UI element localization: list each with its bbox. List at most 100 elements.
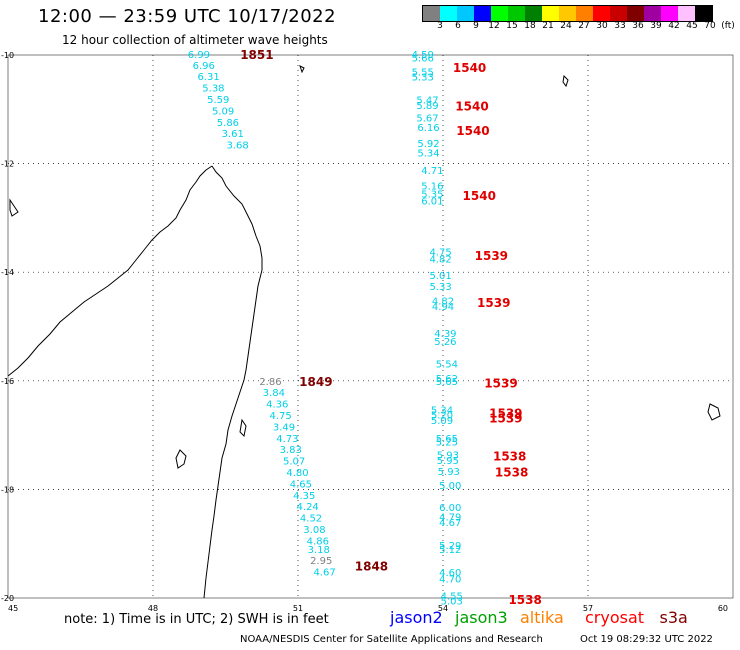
colorbar-swatch xyxy=(576,6,593,21)
colorbar-tick-label: 39 xyxy=(650,21,662,31)
colorbar-tick-label: 27 xyxy=(578,21,590,31)
wave-height-label: 5.09 xyxy=(431,416,453,427)
wave-height-label: 3.61 xyxy=(222,129,244,140)
wave-height-label: 5.66 xyxy=(412,54,434,65)
pass-time-label: 1539 xyxy=(484,376,517,390)
pass-time-label: 1540 xyxy=(453,61,486,75)
wave-height-label: 3.84 xyxy=(263,388,285,399)
colorbar-tick-label: 33 xyxy=(614,21,626,31)
colorbar-swatch xyxy=(695,6,712,21)
wave-height-label: 5.34 xyxy=(431,406,453,417)
wave-height-label: 5.34 xyxy=(417,149,439,160)
wave-height-label: 4.82 xyxy=(432,296,454,307)
wave-height-label: 4.75 xyxy=(429,248,451,259)
pass-time-label: 1539 xyxy=(477,296,510,310)
colorbar-swatch xyxy=(440,6,457,21)
colorbar-tick-label: 3 xyxy=(437,21,443,31)
pass-time-label: 1538 xyxy=(508,593,541,607)
pass-time-label: 1848 xyxy=(355,559,388,573)
wave-height-label: 4.24 xyxy=(297,502,319,513)
colorbar-tick-label: 36 xyxy=(632,21,644,31)
colorbar-tick-label: 15 xyxy=(506,21,518,31)
colorbar-tick-label: 42 xyxy=(668,21,680,31)
colorbar-tick-label: 12 xyxy=(488,21,500,31)
pass-time-label: 1538 xyxy=(493,450,526,464)
wave-height-label: 4.71 xyxy=(421,166,443,177)
wave-height-label: 4.73 xyxy=(276,434,298,445)
wave-height-label: 5.35 xyxy=(421,189,443,200)
wave-height-label: 6.96 xyxy=(193,61,215,72)
lat-tick-label: -10 xyxy=(1,51,14,60)
map-subtitle: 12 hour collection of altimeter wave hei… xyxy=(62,33,328,47)
wave-height-label: 3.18 xyxy=(308,545,330,556)
colorbar-swatch xyxy=(610,6,627,21)
colorbar-swatch xyxy=(525,6,542,21)
wave-height-label: 5.33 xyxy=(412,73,434,84)
wave-height-label: 5.01 xyxy=(429,271,451,282)
wave-height-label: 3.68 xyxy=(226,141,248,152)
wave-height-label: 4.75 xyxy=(269,411,291,422)
colorbar-tick-label: (ft) xyxy=(721,21,735,31)
wave-height-label: 3.49 xyxy=(273,422,295,433)
wave-height-label: 6.99 xyxy=(188,50,210,61)
colorbar-swatch xyxy=(474,6,491,21)
agalega-islet xyxy=(299,65,305,74)
track-value-labels: 6.996.966.315.385.595.095.863.613.682.86… xyxy=(188,50,463,608)
credit-line: NOAA/NESDIS Center for Satellite Applica… xyxy=(240,634,543,645)
pass-time-label: 1540 xyxy=(455,99,488,113)
wave-height-label: 5.93 xyxy=(437,451,459,462)
colorbar-tick-label: 21 xyxy=(542,21,554,31)
legend-entry: cryosat xyxy=(585,608,645,627)
pass-time-label: 1538 xyxy=(495,465,528,479)
seychelles-islet xyxy=(562,74,569,88)
wave-height-label: 4.65 xyxy=(290,479,312,490)
pass-time-label: 1539 xyxy=(489,406,522,420)
pass-time-labels: 1851184918481540154015401540153915391539… xyxy=(240,48,542,607)
wave-height-label: 4.80 xyxy=(286,468,308,479)
colorbar-tick-label: 45 xyxy=(686,21,698,31)
pass-time-label: 1851 xyxy=(240,48,273,62)
wave-height-label: 6.31 xyxy=(197,72,219,83)
wave-height-label: 6.16 xyxy=(417,123,439,134)
wave-height-label: 3.83 xyxy=(280,445,302,456)
wave-height-label: 6.00 xyxy=(439,503,461,514)
wave-height-label: 5.29 xyxy=(439,541,461,552)
legend-entry: altika xyxy=(520,608,564,627)
wave-height-label: 4.86 xyxy=(307,536,329,547)
colorbar-tick-label: 9 xyxy=(473,21,479,31)
legend-entry: s3a xyxy=(659,608,688,627)
wave-height-label: 5.00 xyxy=(439,481,461,492)
lat-tick-label: -20 xyxy=(1,594,14,603)
map-title: 12:00 — 23:59 UTC 10/17/2022 xyxy=(38,6,337,27)
mauritius-island xyxy=(707,403,721,421)
wave-height-label: 5.47 xyxy=(416,96,438,107)
colorbar xyxy=(422,5,713,22)
wave-height-label: 5.09 xyxy=(212,106,234,117)
colorbar-tick-label: 70 xyxy=(704,21,716,31)
lon-tick-label: 51 xyxy=(293,604,303,613)
wave-height-label: 4.94 xyxy=(432,302,454,313)
wave-height-label: 6.01 xyxy=(421,197,443,208)
wave-height-label: 4.55 xyxy=(441,591,463,602)
lon-tick-label: 45 xyxy=(8,604,18,613)
wave-height-label: 2.86 xyxy=(259,377,281,388)
wave-height-label: 4.36 xyxy=(266,400,288,411)
wave-height-label: 4.82 xyxy=(429,255,451,266)
colorbar-swatch xyxy=(678,6,695,21)
wave-height-label: 5.65 xyxy=(436,434,458,445)
plot-frame xyxy=(7,54,734,599)
colorbar-swatch xyxy=(508,6,525,21)
colorbar-tick-label: 18 xyxy=(524,21,536,31)
wave-height-label: 4.39 xyxy=(434,329,456,340)
legend-entry: jason3 xyxy=(455,608,508,627)
lon-tick-label: 57 xyxy=(583,604,593,613)
wave-height-label: 3.08 xyxy=(303,525,325,536)
pass-time-label: 1540 xyxy=(456,124,489,138)
lon-tick-label: 54 xyxy=(438,604,448,613)
wave-height-label: 5.20 xyxy=(431,410,453,421)
grid-lines xyxy=(8,55,733,598)
wave-height-label: 5.16 xyxy=(421,181,443,192)
wave-height-label: 5.54 xyxy=(436,359,458,370)
